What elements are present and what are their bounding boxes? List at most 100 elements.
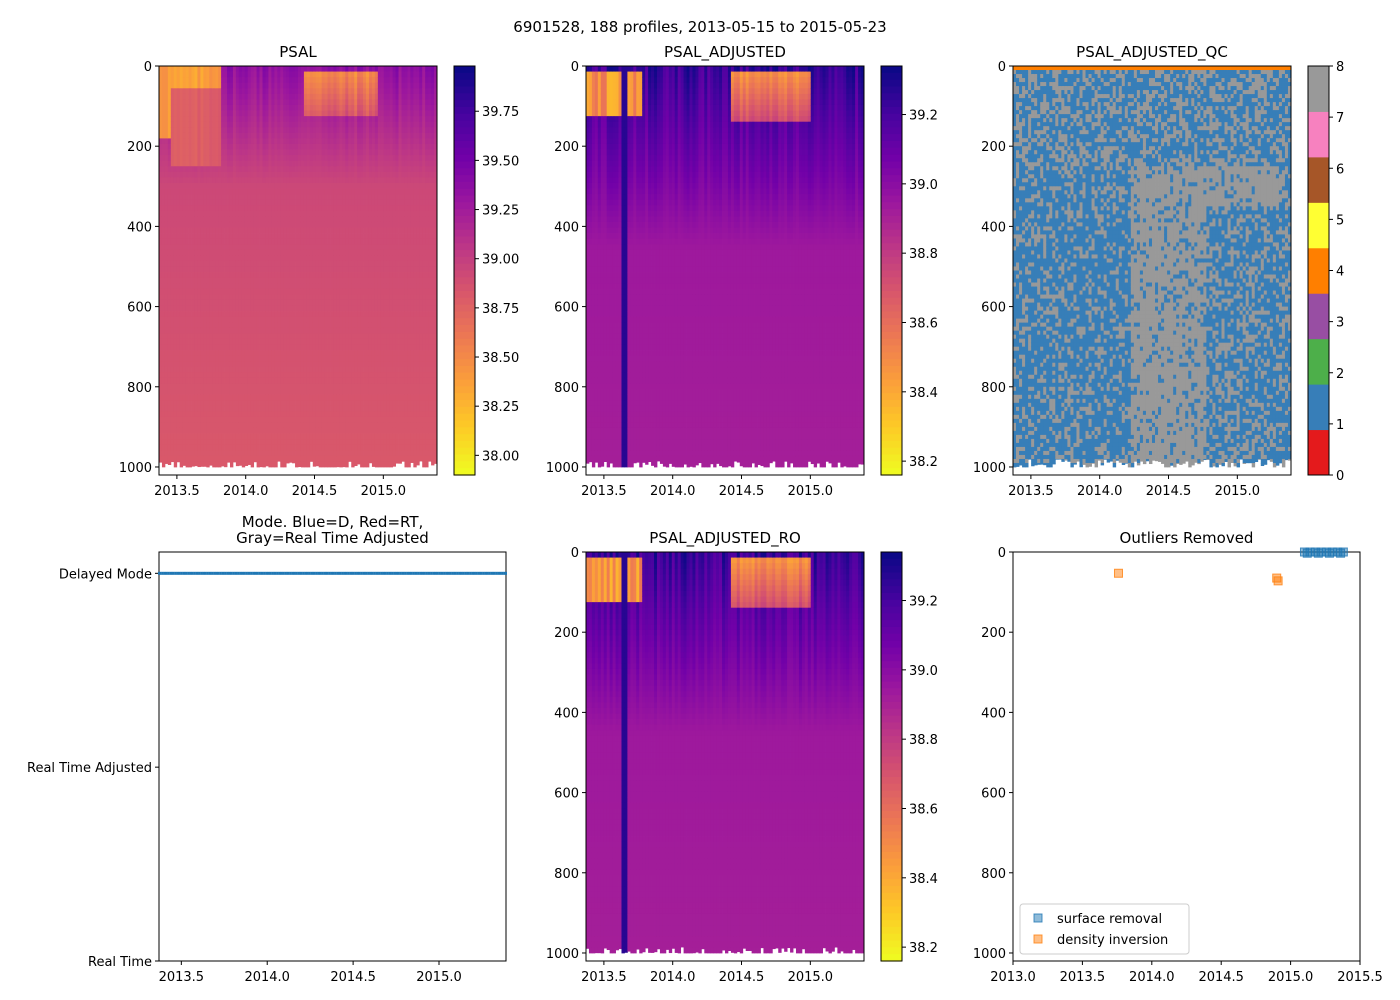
heatmap-cell: [200, 395, 203, 401]
heatmap-cell: [180, 266, 183, 272]
heatmap-cell: [174, 205, 177, 211]
heatmap-cell: [162, 372, 165, 378]
heatmap-cell: [218, 250, 221, 256]
heatmap-cell: [168, 261, 171, 267]
heatmap-cell: [194, 289, 197, 295]
heatmap-cell: [174, 350, 177, 356]
heatmap-cell: [203, 116, 206, 122]
heatmap-cell: [192, 200, 195, 206]
heatmap-cell: [203, 389, 206, 395]
heatmap-cell: [165, 183, 168, 189]
heatmap-cell: [180, 99, 183, 105]
heatmap-cell: [203, 161, 206, 167]
heatmap-cell: [194, 216, 197, 222]
heatmap-cell: [203, 411, 206, 417]
heatmap-cell: [183, 461, 186, 465]
heatmap-cell: [168, 445, 171, 451]
heatmap-cell: [192, 189, 195, 195]
heatmap-cell: [194, 328, 197, 334]
heatmap-cell: [186, 122, 189, 128]
heatmap-cell: [215, 83, 218, 89]
heatmap-cell: [215, 300, 218, 306]
heatmap-cell: [218, 66, 221, 72]
heatmap-cell: [189, 300, 192, 306]
heatmap-cell: [206, 194, 209, 200]
heatmap-cell: [197, 77, 200, 83]
heatmap-cell: [186, 194, 189, 200]
heatmap-cell: [162, 322, 165, 328]
heatmap-cell: [218, 216, 221, 222]
heatmap-cell: [186, 77, 189, 83]
heatmap-cell: [218, 150, 221, 156]
heatmap-cell: [168, 200, 171, 206]
heatmap-cell: [203, 361, 206, 367]
heatmap-cell: [203, 244, 206, 250]
heatmap-cell: [212, 194, 215, 200]
heatmap-cell: [168, 133, 171, 139]
heatmap-cell: [189, 294, 192, 300]
heatmap-cell: [186, 422, 189, 428]
heatmap-cell: [189, 417, 192, 423]
heatmap-cell: [206, 72, 209, 78]
heatmap-cell: [162, 111, 165, 117]
heatmap-cell: [194, 194, 197, 200]
heatmap-cell: [209, 88, 212, 94]
heatmap-cell: [174, 138, 177, 144]
heatmap-cell: [186, 189, 189, 195]
heatmap-cell: [206, 372, 209, 378]
heatmap-cell: [209, 450, 212, 456]
heatmap-cell: [189, 83, 192, 89]
heatmap-cell: [162, 255, 165, 261]
heatmap-cell: [215, 144, 218, 150]
heatmap-cell: [218, 172, 221, 178]
heatmap-cell: [177, 200, 180, 206]
heatmap-cell: [183, 372, 186, 378]
heatmap-cell: [180, 328, 183, 334]
heatmap-cell: [180, 417, 183, 423]
heatmap-cell: [180, 461, 183, 467]
heatmap-cell: [186, 300, 189, 306]
heatmap-cell: [200, 194, 203, 200]
heatmap-cell: [174, 289, 177, 295]
heatmap-cell: [171, 400, 174, 406]
heatmap-cell: [183, 445, 186, 451]
heatmap-cell: [203, 450, 206, 456]
heatmap-cell: [159, 445, 162, 451]
heatmap-cell: [203, 194, 206, 200]
heatmap-cell: [174, 372, 177, 378]
heatmap-cell: [203, 144, 206, 150]
heatmap-cell: [180, 211, 183, 217]
heatmap-cell: [197, 189, 200, 195]
heatmap-cell: [218, 116, 221, 122]
heatmap-cell: [183, 205, 186, 211]
heatmap-cell: [183, 378, 186, 384]
heatmap-cell: [186, 367, 189, 373]
heatmap-cell: [203, 461, 206, 466]
heatmap-cell: [180, 127, 183, 133]
heatmap-cell: [189, 155, 192, 161]
heatmap-cell: [177, 361, 180, 367]
heatmap-cell: [203, 138, 206, 144]
heatmap-cell: [197, 127, 200, 133]
heatmap-cell: [189, 372, 192, 378]
heatmap-cell: [209, 445, 212, 451]
heatmap-cell: [218, 94, 221, 100]
heatmap-cell: [218, 166, 221, 172]
heatmap-cell: [189, 344, 192, 350]
heatmap-cell: [192, 411, 195, 417]
heatmap-cell: [159, 361, 162, 367]
heatmap-cell: [200, 305, 203, 311]
heatmap-cell: [200, 266, 203, 272]
heatmap-cell: [165, 417, 168, 423]
heatmap-cell: [174, 161, 177, 167]
heatmap-cell: [171, 294, 174, 300]
heatmap-cell: [194, 155, 197, 161]
heatmap-cell: [194, 83, 197, 89]
heatmap-cell: [194, 144, 197, 150]
heatmap-cell: [197, 144, 200, 150]
heatmap-cell: [177, 239, 180, 245]
heatmap-cell: [171, 395, 174, 401]
heatmap-cell: [194, 172, 197, 178]
heatmap-cell: [168, 205, 171, 211]
heatmap-cell: [165, 172, 168, 178]
